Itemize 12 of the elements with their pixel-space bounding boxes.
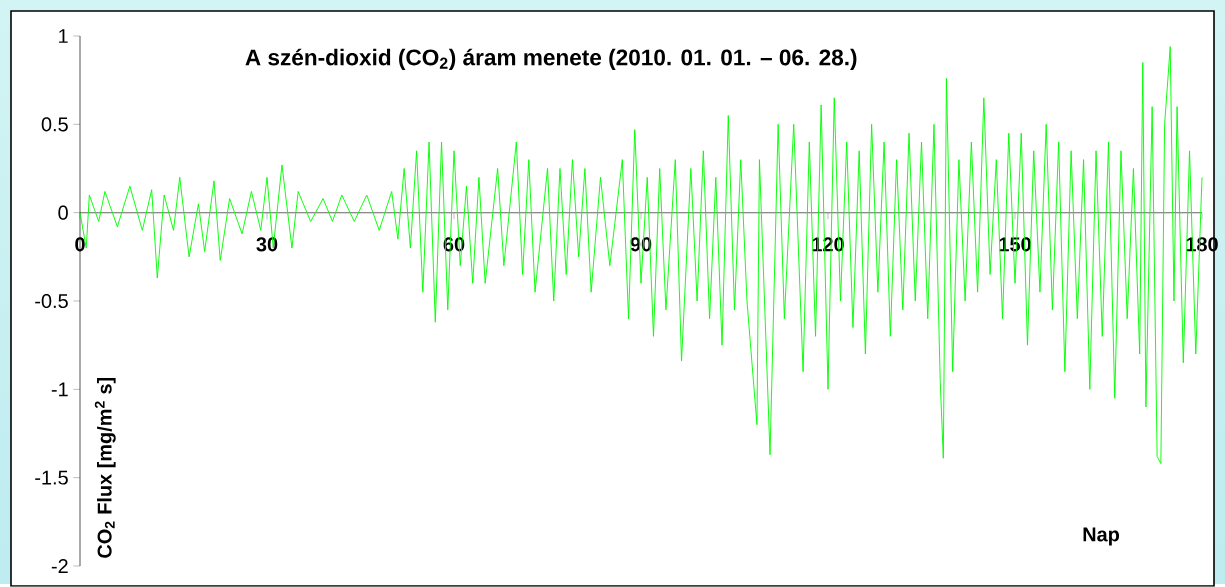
- x-tick-label: 30: [256, 237, 278, 252]
- y-tick-label: -1.5: [35, 470, 68, 485]
- y-tick-label: -0.5: [35, 294, 68, 309]
- y-tick-label: 1: [59, 29, 68, 43]
- y-tick-label: 0: [58, 205, 68, 220]
- x-axis-title: Nap: [1083, 527, 1120, 546]
- text: A szén-dioxid (CO$_{2}$) áram menete (2010. 01. 01. – 06. 28.): [245, 48, 857, 70]
- y-tick-label: -1: [51, 382, 68, 397]
- y-axis-title: CO$_{2}$ Flux [mg/m$^{2}$ s]: [94, 378, 116, 558]
- x-tick-label: 0: [75, 237, 85, 252]
- y-tick-label: -2: [51, 559, 68, 574]
- y-tick-label: 0.5: [41, 117, 68, 132]
